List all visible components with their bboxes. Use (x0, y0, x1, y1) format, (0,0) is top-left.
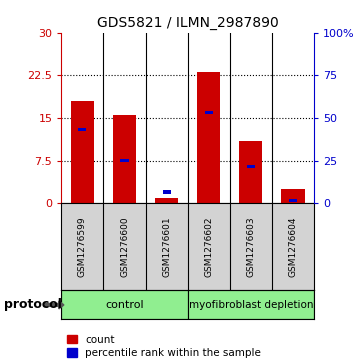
Text: protocol: protocol (4, 298, 61, 311)
Bar (188, 290, 314, 319)
Bar (113, 115, 136, 203)
Bar (121, 159, 129, 162)
Bar (205, 111, 213, 114)
Title: GDS5821 / ILMN_2987890: GDS5821 / ILMN_2987890 (97, 16, 279, 30)
Text: GSM1276603: GSM1276603 (247, 216, 255, 277)
Text: GSM1276601: GSM1276601 (162, 216, 171, 277)
Bar (61, 290, 188, 319)
Bar (71, 101, 94, 203)
Bar (282, 189, 305, 203)
Legend: count, percentile rank within the sample: count, percentile rank within the sample (66, 335, 261, 358)
Bar (155, 197, 178, 203)
Text: GSM1276602: GSM1276602 (204, 217, 213, 277)
Bar (162, 190, 171, 193)
Text: GSM1276599: GSM1276599 (78, 216, 87, 277)
Bar (247, 164, 255, 168)
Text: GSM1276604: GSM1276604 (288, 217, 297, 277)
Text: GSM1276600: GSM1276600 (120, 216, 129, 277)
Text: myofibroblast depletion: myofibroblast depletion (189, 300, 313, 310)
Bar (197, 73, 220, 203)
Bar (289, 199, 297, 202)
Bar (239, 141, 262, 203)
Text: control: control (105, 300, 144, 310)
Bar (78, 128, 87, 131)
